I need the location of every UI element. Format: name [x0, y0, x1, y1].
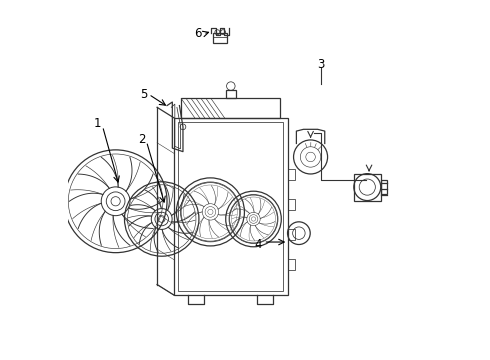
Bar — [181, 99, 280, 118]
Bar — [225, 90, 236, 99]
Bar — [288, 199, 295, 210]
Bar — [354, 174, 381, 201]
Text: 5: 5 — [140, 88, 147, 101]
Bar — [288, 168, 295, 180]
Bar — [381, 180, 387, 194]
Text: 4: 4 — [254, 238, 262, 251]
Text: 6: 6 — [194, 27, 202, 40]
Bar — [178, 122, 283, 291]
Bar — [174, 118, 288, 295]
Text: 1: 1 — [94, 117, 101, 130]
Bar — [288, 259, 295, 270]
Text: 2: 2 — [138, 133, 146, 146]
Bar — [213, 33, 227, 43]
Text: 3: 3 — [318, 58, 325, 71]
Bar — [288, 229, 295, 240]
